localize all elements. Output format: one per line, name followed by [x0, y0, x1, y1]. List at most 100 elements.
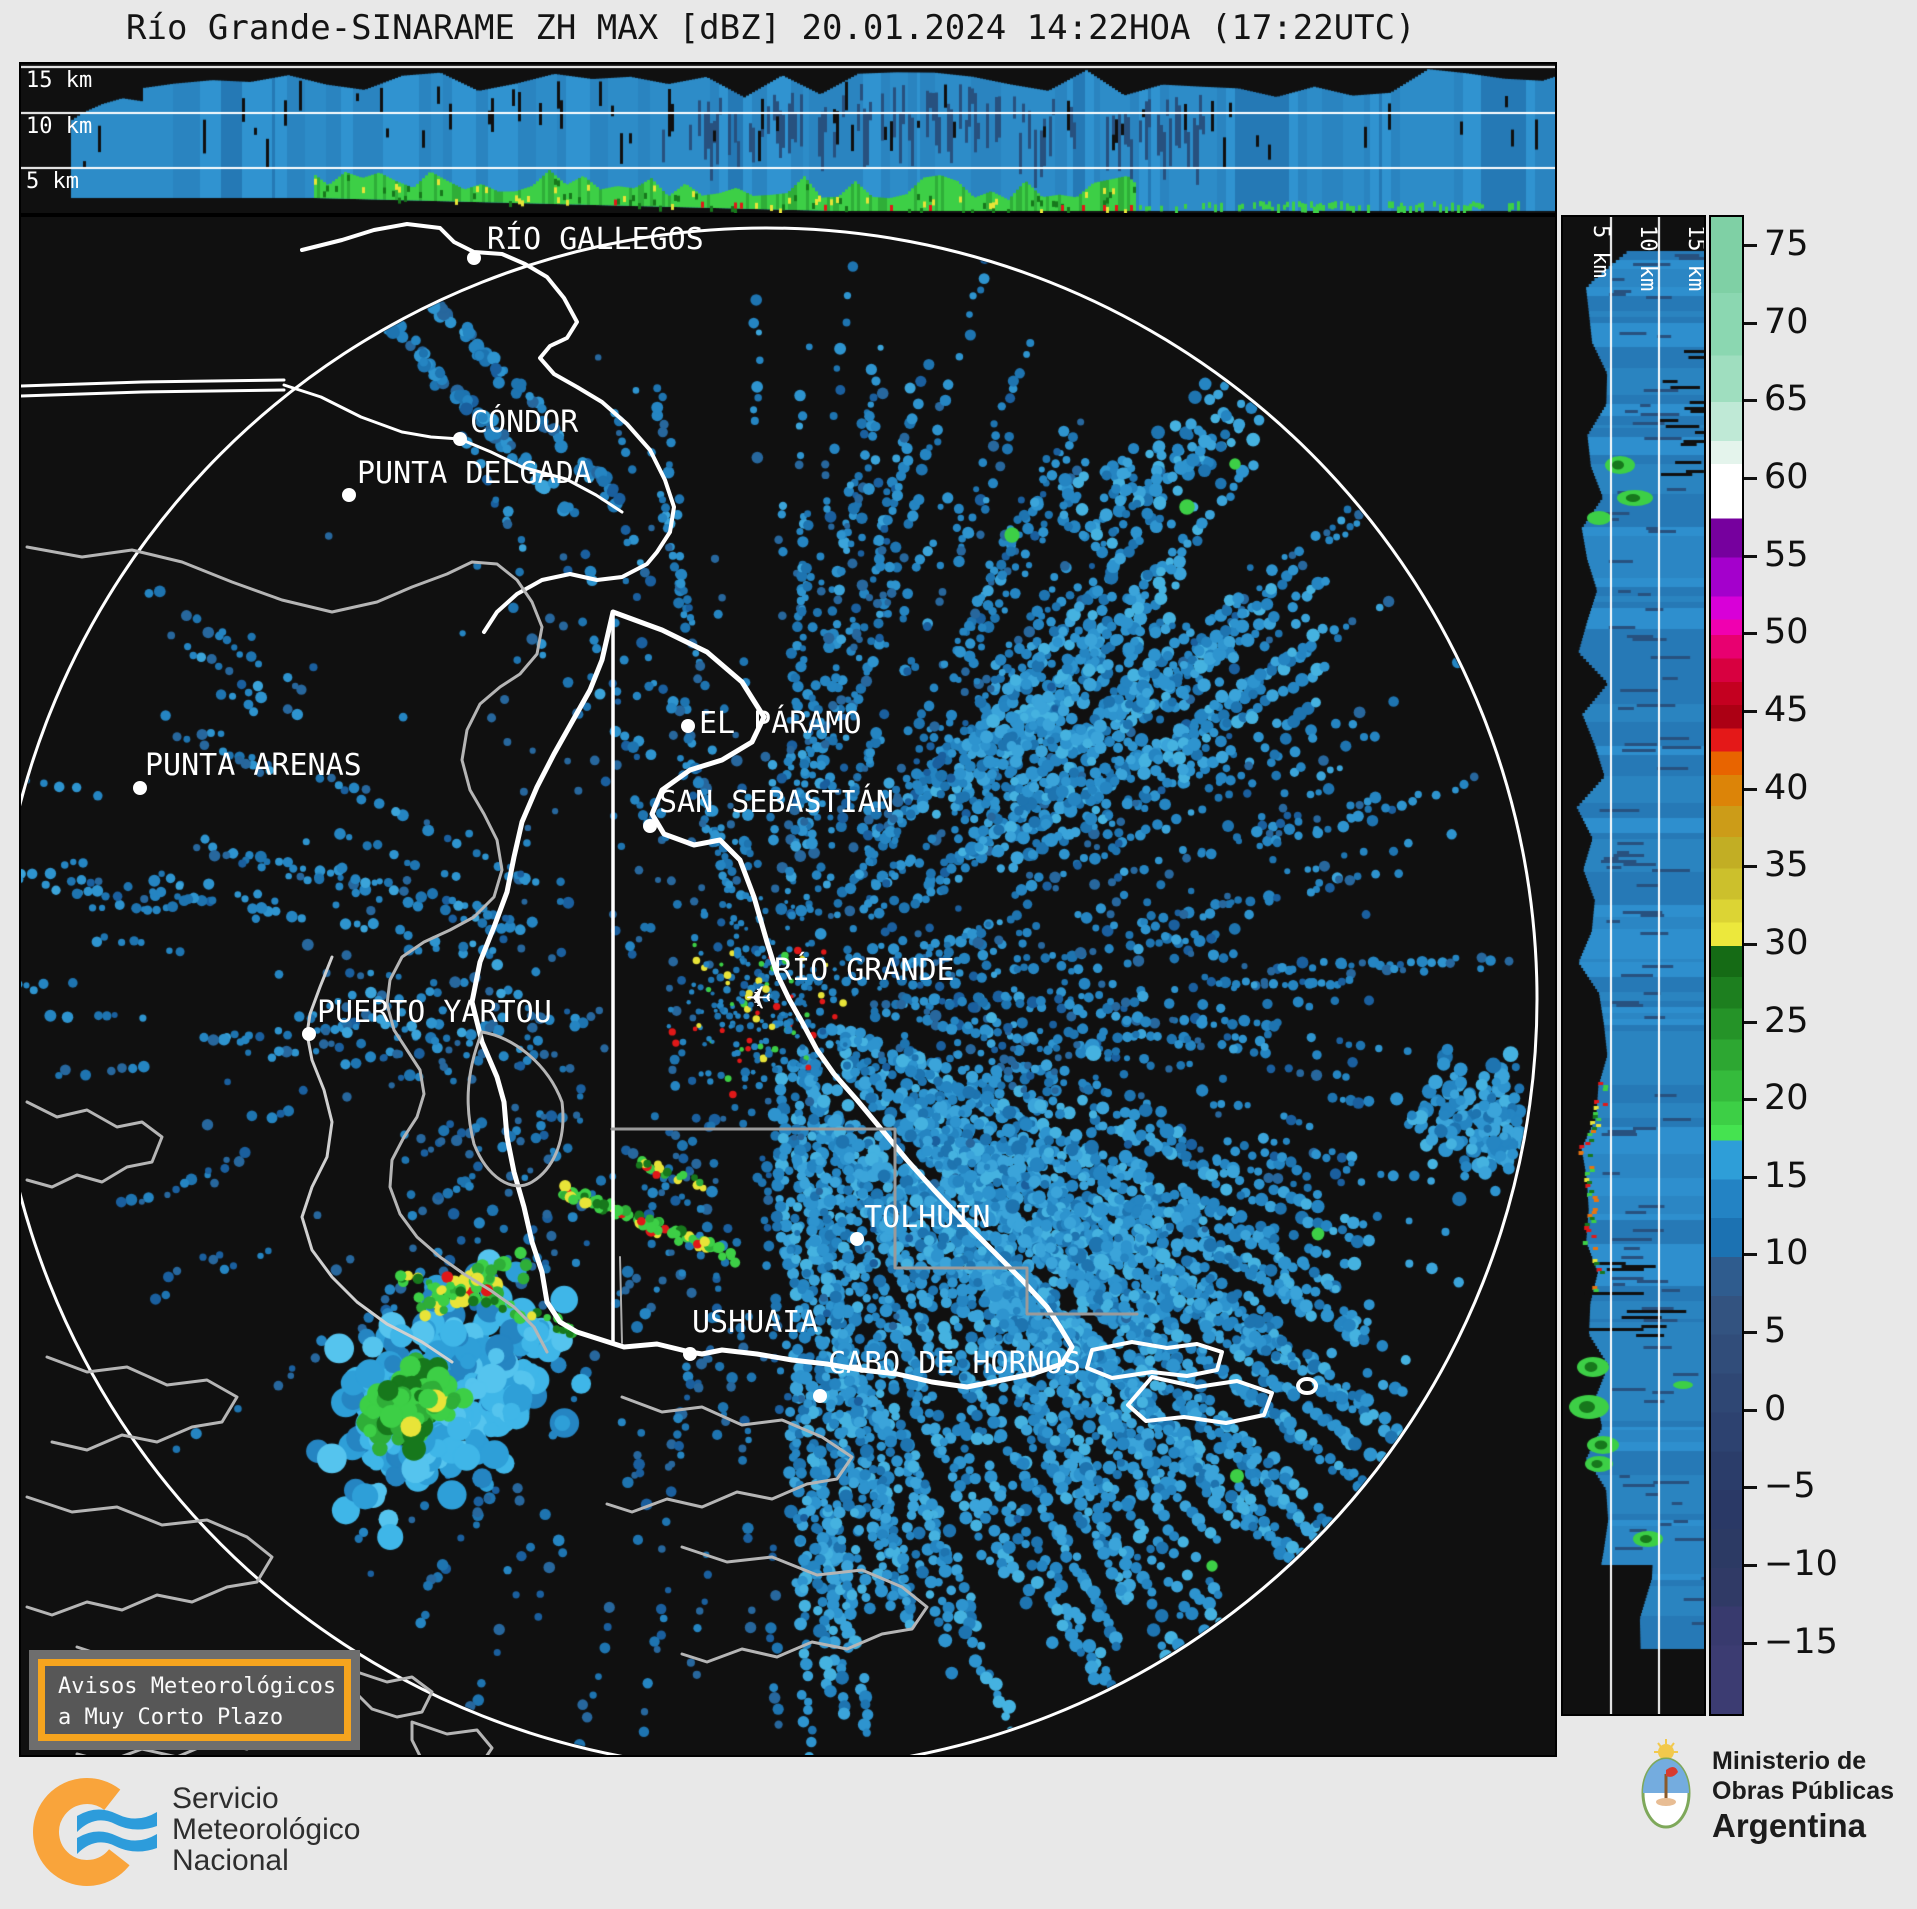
colorbar-tick-label: 20	[1764, 1078, 1809, 1119]
colorbar-tick	[1744, 942, 1757, 946]
city-dot	[302, 1027, 316, 1041]
colorbar-tick	[1744, 321, 1757, 325]
colorbar-tick	[1744, 399, 1757, 403]
coastline-path	[469, 609, 1075, 1390]
colorbar-tick-label: 30	[1764, 923, 1809, 964]
city-label: EL PÁRAMO	[699, 705, 862, 741]
altitude-label-10km-vertical: 10 km	[1635, 225, 1660, 292]
city-label: SAN SEBASTIÁN	[659, 784, 894, 820]
colorbar-tick	[1744, 1641, 1757, 1645]
city-label: USHUAIA	[692, 1305, 818, 1340]
colorbar-tick-label: 65	[1764, 379, 1809, 420]
radar-site-plane-icon: ✈	[745, 979, 772, 1017]
ministry-line-3: Argentina	[1712, 1807, 1867, 1844]
right-cross-section-panel: 5 km 10 km 15 km	[1561, 215, 1706, 1716]
right-cross-section-canvas	[1563, 217, 1704, 1714]
colorbar-tick	[1744, 1098, 1757, 1102]
colorbar-tick	[1744, 632, 1757, 636]
colorbar-tick	[1744, 1175, 1757, 1179]
smn-logo	[33, 1778, 157, 1886]
coastline-path	[25, 545, 549, 1354]
coastline-path	[300, 955, 454, 1364]
smn-logo-text: Servicio Meteorológico Nacional	[172, 1783, 360, 1876]
colorbar-tick	[1744, 709, 1757, 713]
city-dot	[453, 432, 467, 446]
colorbar-tick	[1744, 865, 1757, 869]
clasped-hands	[1656, 1798, 1676, 1806]
main-radar-panel: RÍO GALLEGOS CÓNDOR PUNTA DELGADA PUNTA ARE…	[19, 215, 1557, 1757]
colorbar	[1709, 215, 1744, 1716]
city-label: RÍO GRANDE	[774, 952, 955, 988]
altitude-label-5km: 5 km	[26, 169, 79, 194]
city-dot	[681, 719, 695, 733]
colorbar-tick	[1744, 787, 1757, 791]
city-label: PUNTA ARENAS	[145, 748, 362, 783]
colorbar-tick-label: 50	[1764, 612, 1809, 653]
smn-logo-wave-2	[77, 1831, 157, 1854]
colorbar-tick-label: 70	[1764, 301, 1809, 342]
city-dot	[342, 488, 356, 502]
colorbar-tick-label: 55	[1764, 534, 1809, 575]
coastline-path	[25, 1495, 274, 1617]
city-dot	[133, 781, 147, 795]
city-dot	[683, 1347, 697, 1361]
colorbar-tick-label: 10	[1764, 1233, 1809, 1274]
colorbar-tick-label: 35	[1764, 845, 1809, 886]
colorbar-tick	[1744, 1331, 1757, 1335]
map-overlay: RÍO GALLEGOS CÓNDOR PUNTA DELGADA PUNTA ARE…	[21, 221, 1539, 1755]
coastline-path	[466, 1030, 565, 1188]
colorbar-tick-label: 0	[1764, 1388, 1787, 1429]
colorbar-tick-label: −15	[1764, 1621, 1838, 1662]
colorbar-tick	[1744, 1020, 1757, 1024]
top-cross-section-canvas	[21, 64, 1555, 213]
ministry-coat-of-arms	[1641, 1739, 1691, 1829]
altitude-label-5km-vertical: 5 km	[1588, 225, 1613, 278]
page-title: Río Grande-SINARAME ZH MAX [dBZ] 20.01.2…	[126, 8, 1416, 48]
coastline-path	[610, 1127, 1139, 1316]
city-label: RÍO GALLEGOS	[487, 221, 704, 257]
phrygian-cap	[1666, 1766, 1678, 1777]
colorbar-tick	[1744, 1564, 1757, 1568]
coastline-path	[680, 1545, 929, 1664]
smn-line-1: Servicio	[172, 1782, 279, 1815]
ministry-line-1: Ministerio de	[1712, 1747, 1867, 1775]
colorbar-tick	[1744, 476, 1757, 480]
coastline-path	[605, 1395, 854, 1514]
colorbar-tick-label: 15	[1764, 1155, 1809, 1196]
coastline-path	[45, 1355, 239, 1452]
smn-line-3: Nacional	[172, 1844, 289, 1877]
colorbar-tick	[1744, 1408, 1757, 1412]
city-label: PUNTA DELGADA	[357, 456, 592, 491]
colorbar-tick-label: −5	[1764, 1466, 1816, 1507]
range-ring	[21, 226, 1539, 1755]
coastline-path	[21, 378, 286, 388]
city-dot	[467, 251, 481, 265]
coastline-path	[410, 1720, 494, 1755]
alert-line-1: Avisos Meteorológicos	[58, 1674, 337, 1699]
coastline-path	[300, 222, 676, 634]
top-cross-section-panel: 15 km 10 km 5 km	[19, 62, 1557, 215]
city-label: TOLHUIN	[864, 1200, 990, 1235]
colorbar-tick-label: 45	[1764, 690, 1809, 731]
coastline-path	[1126, 1375, 1274, 1425]
ministry-text: Ministerio de Obras Públicas Argentina	[1712, 1746, 1894, 1846]
coastline-path	[21, 388, 286, 398]
alert-line-2: a Muy Corto Plazo	[58, 1705, 284, 1730]
altitude-label-15km-vertical: 15 km	[1683, 225, 1706, 292]
smn-logo-ring	[33, 1778, 141, 1886]
colorbar-tick	[1744, 554, 1757, 558]
sun-icon	[1654, 1739, 1678, 1760]
coastline-path	[619, 1256, 623, 1344]
colorbar-tick-label: 25	[1764, 1000, 1809, 1041]
city-dot	[813, 1389, 827, 1403]
coastline-path	[25, 1100, 164, 1189]
smn-logo-wave-1	[77, 1809, 157, 1832]
altitude-label-10km: 10 km	[26, 114, 93, 139]
city-label: PUERTO YARTOU	[317, 995, 552, 1030]
radar-echo-canvas	[21, 217, 1555, 1755]
alert-box[interactable]: Avisos Meteorológicos a Muy Corto Plazo	[29, 1650, 360, 1750]
colorbar-tick	[1744, 1253, 1757, 1257]
colorbar-tick-label: 75	[1764, 224, 1809, 265]
colorbar-tick-label: 60	[1764, 457, 1809, 498]
altitude-label-15km: 15 km	[26, 68, 93, 93]
